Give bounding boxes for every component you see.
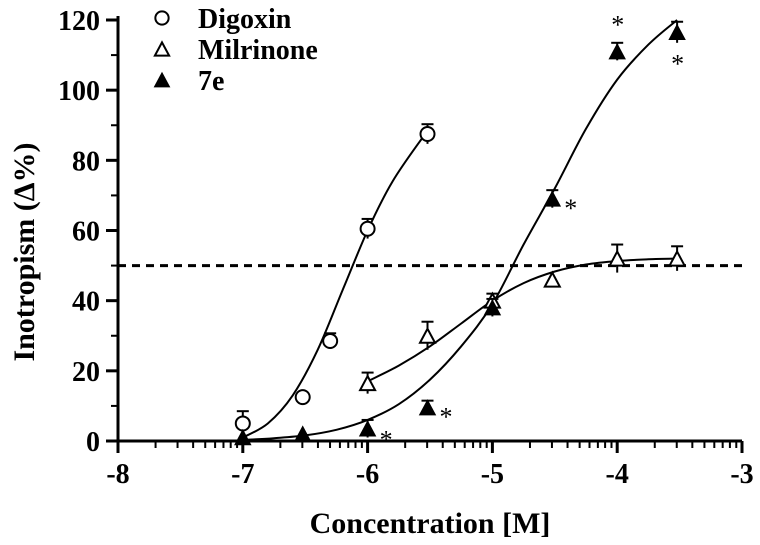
significance-star: * bbox=[564, 194, 577, 223]
data-points: * * * * * bbox=[234, 11, 687, 455]
data-point-milrinone bbox=[543, 270, 562, 288]
data-point-digoxin bbox=[419, 126, 436, 143]
significance-star: * bbox=[440, 403, 453, 432]
x-axis-title: Concentration [M] bbox=[310, 507, 551, 540]
data-point-digoxin bbox=[234, 415, 251, 432]
y-tick-label: 120 bbox=[58, 6, 100, 37]
data-point-milrinone bbox=[608, 249, 627, 267]
y-tick-label: 40 bbox=[72, 287, 100, 318]
data-point-7e bbox=[608, 42, 626, 60]
fit-curve-milrinone bbox=[367, 257, 678, 383]
y-tick-label: 80 bbox=[72, 146, 100, 177]
legend-marker-milrinone bbox=[153, 40, 171, 57]
data-point-7e bbox=[483, 299, 502, 316]
fit-curve-7e bbox=[242, 19, 678, 441]
legend-marker-digoxin bbox=[154, 10, 170, 26]
legend-marker-7e bbox=[153, 71, 171, 88]
x-tick-label: -8 bbox=[106, 459, 129, 490]
fit-curve-digoxin bbox=[242, 135, 425, 439]
significance-star: * bbox=[611, 11, 624, 40]
fit-curves bbox=[242, 19, 678, 441]
legend-label-7e: 7e bbox=[198, 66, 224, 97]
data-point-milrinone bbox=[418, 326, 437, 344]
legend-label-digoxin: Digoxin bbox=[198, 4, 292, 35]
data-point-milrinone bbox=[667, 249, 687, 267]
y-tick-label: 100 bbox=[58, 76, 100, 107]
y-axis-title: Inotropism (Δ%) bbox=[8, 142, 41, 361]
data-point-digoxin bbox=[294, 389, 311, 406]
axes: -8 -7 -6 -5 -4 -3 0 20 40 60 80 100 120 bbox=[58, 6, 754, 490]
data-point-7e bbox=[293, 425, 312, 442]
x-tick-label: -6 bbox=[356, 459, 379, 490]
data-point-7e bbox=[358, 420, 377, 437]
significance-star: * bbox=[671, 49, 684, 78]
legend-label-milrinone: Milrinone bbox=[198, 35, 318, 66]
data-point-milrinone bbox=[358, 373, 377, 392]
data-point-7e bbox=[668, 23, 686, 41]
significance-star: * bbox=[380, 426, 393, 455]
y-tick-label: 20 bbox=[72, 357, 100, 388]
data-point-digoxin bbox=[359, 220, 376, 237]
data-point-7e bbox=[418, 399, 437, 416]
data-point-7e bbox=[543, 190, 562, 207]
y-tick-label: 60 bbox=[72, 217, 100, 248]
x-tick-label: -4 bbox=[606, 459, 629, 490]
y-tick-label: 0 bbox=[86, 427, 100, 458]
data-point-digoxin bbox=[322, 333, 339, 350]
x-tick-label: -3 bbox=[730, 459, 753, 490]
data-point-7e bbox=[234, 428, 252, 446]
x-tick-label: -7 bbox=[231, 459, 254, 490]
x-tick-label: -5 bbox=[481, 459, 504, 490]
